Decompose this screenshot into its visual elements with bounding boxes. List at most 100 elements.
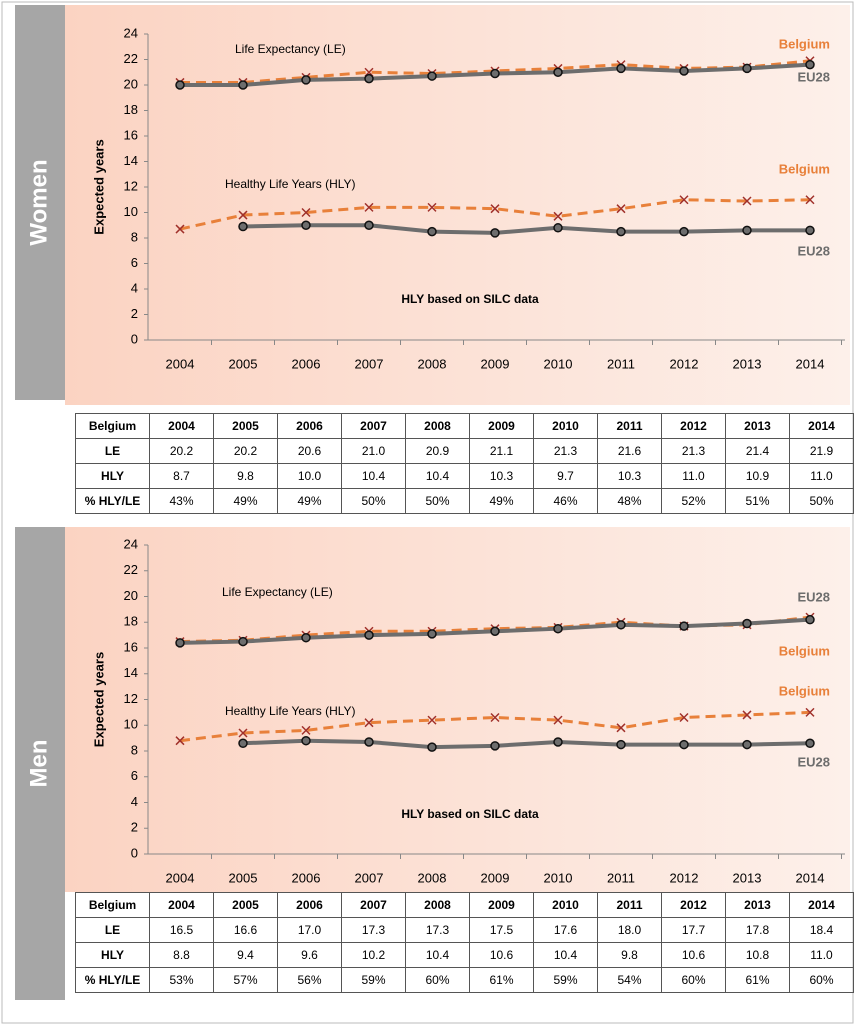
header-cell: 2010: [533, 892, 598, 918]
table-cell: 20.9: [405, 438, 470, 464]
annotation: HLY based on SILC data: [401, 807, 539, 821]
y-tick-label: 4: [131, 794, 138, 809]
x-tick-label: 2007: [355, 356, 384, 371]
point-marker: [427, 226, 437, 237]
table-cell: 11.0: [789, 463, 854, 489]
point-marker: [679, 621, 689, 631]
table-cell: % HLY/LE: [75, 967, 150, 993]
point-marker: [490, 626, 500, 637]
table-cell: 16.6: [213, 917, 278, 943]
x-tick-label: 2004: [166, 356, 195, 371]
series-label: Belgium: [779, 683, 830, 698]
table-cell: 17.5: [469, 917, 534, 943]
table-cell: 56%: [277, 967, 342, 993]
x-tick-label: 2008: [418, 356, 447, 371]
point-marker: [679, 66, 689, 76]
point-marker: [301, 735, 311, 746]
table-cell: 10.0: [277, 463, 342, 489]
table-cell: 10.6: [469, 942, 534, 968]
point-marker: [553, 737, 563, 747]
point-marker: [742, 225, 752, 236]
header-cell: 2012: [661, 892, 726, 918]
series-label: Belgium: [779, 36, 830, 51]
table-cell: 49%: [213, 488, 278, 514]
series-label: EU28: [797, 754, 830, 769]
table-cell: 11.0: [789, 942, 854, 968]
y-tick-label: 6: [131, 255, 138, 270]
series-label: EU28: [797, 69, 830, 84]
point-marker: [301, 725, 311, 735]
series-line: [179, 198, 811, 231]
point-marker: [616, 204, 626, 214]
table-cell: 20.2: [213, 438, 278, 464]
header-cell: 2014: [789, 413, 854, 439]
table-cell: 49%: [469, 488, 534, 514]
point-marker: [238, 80, 248, 90]
annotation: Healthy Life Years (HLY): [225, 177, 356, 191]
table-cell: 11.0: [661, 463, 726, 489]
point-marker: [679, 739, 689, 750]
point-marker: [238, 210, 248, 220]
y-tick-label: 24: [124, 25, 138, 40]
x-tick-label: 2009: [481, 870, 510, 885]
point-marker: [679, 195, 689, 205]
table-row: Belgium 2004 2005 2006 2007 2008 2009 2010 2011 2…: [75, 413, 854, 439]
table-cell: 21.1: [469, 438, 534, 464]
y-tick-label: 16: [124, 639, 138, 654]
x-tick-label: 2010: [544, 870, 573, 885]
y-tick-label: 0: [131, 331, 138, 346]
table-cell: 57%: [213, 967, 278, 993]
point-marker: [742, 739, 752, 750]
header-cell: 2006: [277, 413, 342, 439]
chart-background: [65, 5, 850, 405]
series-label: EU28: [797, 243, 830, 258]
table-cell: 51%: [725, 488, 790, 514]
point-marker: [238, 738, 248, 749]
table-cell: HLY: [75, 463, 150, 489]
x-tick-label: 2014: [796, 870, 825, 885]
table-cell: 61%: [725, 967, 790, 993]
table-cell: 21.4: [725, 438, 790, 464]
table-cell: 17.3: [405, 917, 470, 943]
table-cell: 17.6: [533, 917, 598, 943]
point-marker: [742, 710, 752, 720]
x-tick-label: 2013: [733, 356, 762, 371]
header-cell: 2011: [597, 413, 662, 439]
table-cell: 21.3: [661, 438, 726, 464]
table-cell: 10.4: [405, 463, 470, 489]
point-marker: [616, 739, 626, 750]
series-line: [179, 710, 811, 743]
point-marker: [175, 736, 185, 746]
point-marker: [490, 712, 500, 723]
point-marker: [553, 715, 563, 725]
table-cell: 49%: [277, 488, 342, 514]
table-cell: 16.5: [149, 917, 214, 943]
table-cell: LE: [75, 917, 150, 943]
y-tick-label: 10: [124, 717, 138, 732]
point-marker: [679, 712, 689, 723]
series-label: Belgium: [779, 161, 830, 176]
y-tick-label: 12: [124, 178, 138, 193]
point-marker: [553, 67, 563, 77]
y-tick-label: 4: [131, 280, 138, 295]
table-cell: 10.6: [661, 942, 726, 968]
table-cell: 60%: [789, 967, 854, 993]
table-cell: 9.7: [533, 463, 598, 489]
table-cell: 21.3: [533, 438, 598, 464]
table-cell: 54%: [597, 967, 662, 993]
y-tick-label: 14: [124, 153, 138, 168]
point-marker: [679, 226, 689, 237]
y-tick-label: 22: [124, 562, 138, 577]
point-marker: [742, 618, 752, 629]
table-cell: LE: [75, 438, 150, 464]
point-marker: [553, 211, 563, 221]
table-cell: 46%: [533, 488, 598, 514]
point-marker: [364, 718, 374, 728]
header-cell: 2012: [661, 413, 726, 439]
section-bar: [15, 5, 65, 400]
series-label: Belgium: [779, 643, 830, 658]
point-marker: [364, 737, 374, 747]
table-cell: 20.6: [277, 438, 342, 464]
series-line: [242, 223, 810, 235]
